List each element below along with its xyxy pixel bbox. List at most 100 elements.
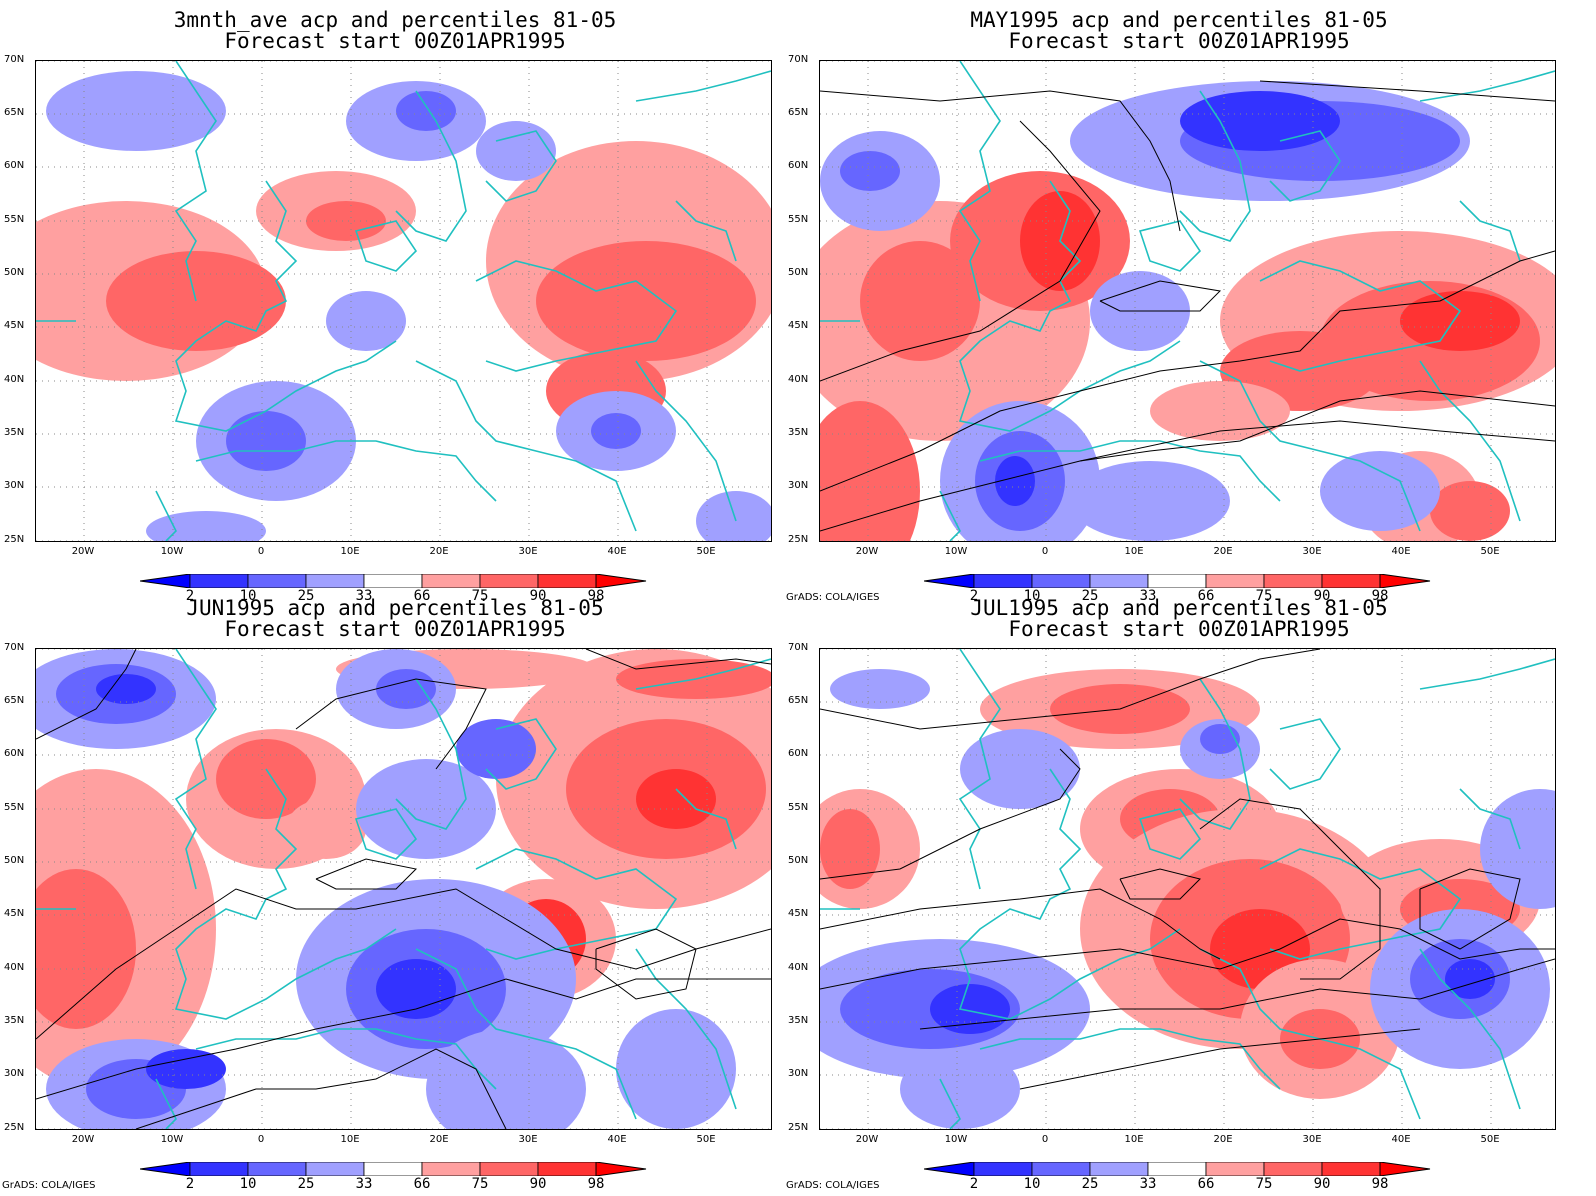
panel-title-line2: Forecast start 00Z01APR1995: [224, 617, 566, 641]
colorbar-label: 10: [239, 588, 257, 604]
map-plot: [820, 61, 1555, 541]
latitude-label: 65N: [4, 695, 25, 706]
colorbar-label: 98: [1371, 588, 1389, 604]
percentile-region: [1400, 291, 1520, 351]
longitude-label: 20W: [71, 546, 95, 557]
longitude-label: 50E: [1480, 1134, 1500, 1145]
longitude-label: 10W: [160, 1134, 184, 1145]
colorbar-label: 25: [297, 588, 315, 604]
colorbar-label: 90: [1313, 588, 1331, 604]
percentile-region: [960, 729, 1080, 809]
latitude-label: 60N: [4, 160, 25, 171]
longitude-label: 20W: [71, 1134, 95, 1145]
colorbar-label: 66: [413, 1176, 431, 1192]
colorbar-label: 33: [355, 1176, 373, 1192]
percentile-region: [995, 456, 1035, 506]
colorbar-label: 33: [1139, 588, 1157, 604]
contour-lines: [36, 649, 771, 1129]
latitude-label: 55N: [4, 802, 25, 813]
percentile-region: [216, 739, 316, 819]
colorbar-label: 10: [1023, 588, 1041, 604]
latitude-label: 60N: [788, 160, 809, 171]
longitude-label: 0: [1041, 1134, 1049, 1145]
latitude-label: 70N: [4, 54, 25, 65]
percentile-region: [376, 669, 436, 709]
map-area: [35, 60, 772, 542]
colorbar-label: 75: [1255, 1176, 1273, 1192]
colorbar-label: 98: [1371, 1176, 1389, 1192]
map-panel-3: JUN1995 acp and percentiles 81-05 Forecas…: [0, 588, 790, 1192]
longitude-label: 20E: [1213, 1134, 1233, 1145]
colorbar-label: 90: [529, 588, 547, 604]
coastlines: [820, 61, 1555, 541]
latitude-label: 65N: [4, 107, 25, 118]
percentile-region: [830, 669, 930, 709]
colorbar-label: 25: [1081, 588, 1099, 604]
percentile-region: [860, 241, 980, 361]
latitude-label: 35N: [4, 1015, 25, 1026]
colorbar-label: 66: [1197, 588, 1215, 604]
percentile-region: [900, 1049, 1020, 1129]
percentile-region: [476, 121, 556, 181]
coastlines: [820, 649, 1555, 1129]
map-panel-4: JUL1995 acp and percentiles 81-05 Forecas…: [784, 588, 1574, 1192]
colorbar-label: 75: [471, 588, 489, 604]
latitude-label: 30N: [788, 480, 809, 491]
longitude-label: 10E: [340, 1134, 360, 1145]
longitude-label: 30E: [1302, 1134, 1322, 1145]
panel-title-line2: Forecast start 00Z01APR1995: [224, 29, 566, 53]
map-plot: [820, 649, 1555, 1129]
latitude-label: 25N: [4, 1122, 25, 1133]
longitude-label: 40E: [1391, 546, 1411, 557]
percentile-region: [840, 151, 900, 191]
percentile-region: [1445, 959, 1495, 999]
map-plot: [36, 649, 771, 1129]
latitude-label: 40N: [788, 374, 809, 385]
latitude-label: 35N: [788, 1015, 809, 1026]
longitude-label: 0: [257, 546, 265, 557]
latitude-label: 65N: [788, 695, 809, 706]
longitude-label: 30E: [1302, 546, 1322, 557]
panel-title-line1: JUL1995 acp and percentiles 81-05: [970, 596, 1388, 620]
longitude-label: 30E: [518, 546, 538, 557]
latitude-label: 35N: [4, 427, 25, 438]
percentile-region: [376, 959, 456, 1019]
panel-title-line1: MAY1995 acp and percentiles 81-05: [970, 8, 1388, 32]
latitude-label: 55N: [788, 214, 809, 225]
percentile-region: [396, 91, 456, 131]
percentile-region: [286, 799, 366, 859]
colorbar: [924, 574, 1431, 588]
map-area: [819, 60, 1556, 542]
percentile-region: [46, 71, 226, 151]
percentile-region: [636, 769, 716, 829]
longitude-label: 20E: [1213, 546, 1233, 557]
percentile-region: [1070, 461, 1230, 541]
grads-credit: GrADS: COLA/IGES: [786, 592, 880, 603]
percentile-region: [226, 411, 306, 471]
percentile-region: [616, 1009, 736, 1129]
percentile-region: [591, 413, 641, 449]
colorbar-label: 66: [413, 588, 431, 604]
longitude-label: 50E: [696, 1134, 716, 1145]
colorbar-label: 10: [239, 1176, 257, 1192]
percentile-region: [326, 291, 406, 351]
map-area: [819, 648, 1556, 1130]
colorbar-label: 75: [471, 1176, 489, 1192]
colorbar-label: 66: [1197, 1176, 1215, 1192]
percentile-region: [1180, 91, 1340, 151]
colorbar-label: 2: [969, 588, 979, 604]
colorbar-label: 75: [1255, 588, 1273, 604]
percentile-region: [820, 809, 880, 889]
contour-lines: [820, 80, 1555, 532]
colorbar-label: 2: [185, 588, 195, 604]
map-panel-1: 3mnth_ave acp and percentiles 81-05 Forec…: [0, 0, 790, 604]
latitude-label: 25N: [788, 1122, 809, 1133]
longitude-label: 20W: [855, 1134, 879, 1145]
panel-title-line2: Forecast start 00Z01APR1995: [1008, 29, 1350, 53]
panel-title-line2: Forecast start 00Z01APR1995: [1008, 617, 1350, 641]
latitude-label: 70N: [4, 642, 25, 653]
longitude-label: 50E: [1480, 546, 1500, 557]
panel-title-line1: 3mnth_ave acp and percentiles 81-05: [173, 8, 617, 32]
longitude-label: 40E: [607, 546, 627, 557]
percentile-region: [1150, 381, 1290, 441]
